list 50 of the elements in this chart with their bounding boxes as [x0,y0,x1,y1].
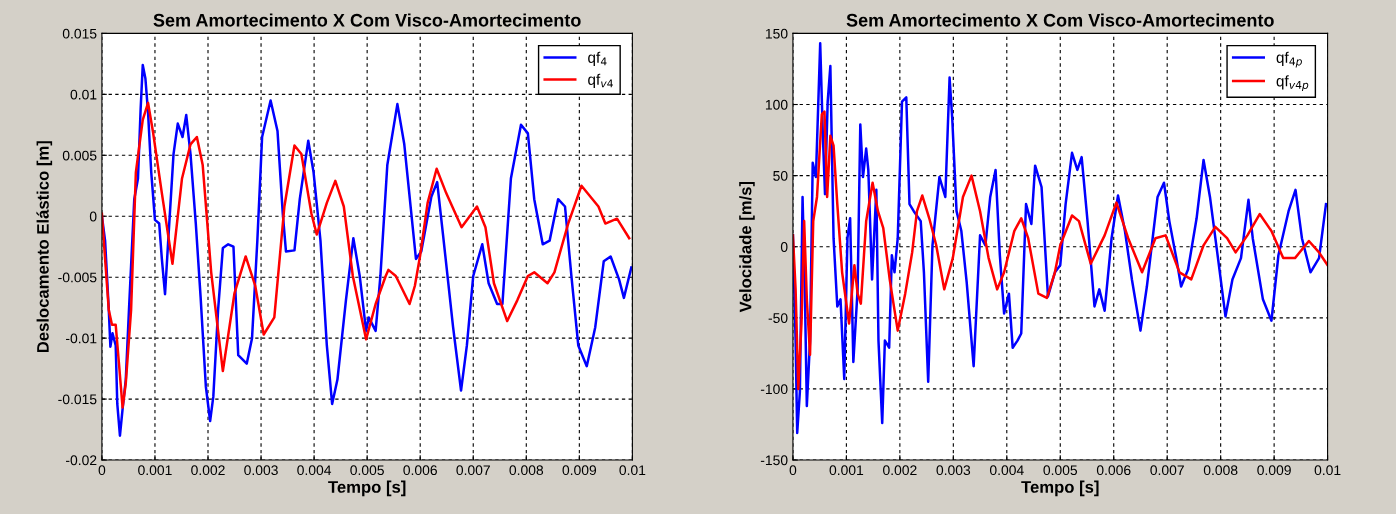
legend-label: qf$_{4p}$ [1276,51,1302,68]
y-tick-label: 0.005 [62,150,97,161]
y-tick-label: 0 [89,211,97,222]
y-tick-label: 0 [780,242,788,252]
chart-title: Sem Amortecimento X Com Visco-Amortecimento [846,13,1274,27]
y-tick-label: -0.02 [66,455,97,466]
x-tick-label: 0.01 [619,465,646,476]
line-series [792,42,1328,435]
x-tick-label: 0.009 [1257,465,1291,476]
x-tick-label: 0.008 [1203,465,1238,476]
y-tick-label: 0.015 [62,28,97,39]
x-tick-label: 0 [98,465,106,476]
y-tick-label: 150 [765,28,788,39]
x-axis-title: Tempo [s] [328,480,406,497]
x-tick-label: 0.003 [244,465,278,476]
x-tick-label: 0.005 [350,465,384,476]
legend-label: qf$_{4}$ [588,51,607,66]
x-tick-label: 0.002 [191,465,225,476]
y-axis-title: Velocidade [m/s] [739,181,755,313]
x-tick-label: 0.006 [1096,465,1131,476]
y-tick-label: 0.01 [70,89,97,100]
y-tick-label: 100 [765,99,788,110]
y-tick-label: -0.01 [66,333,97,344]
y-tick-label: -0.015 [58,394,97,405]
x-tick-label: 0.004 [297,465,332,476]
x-tick-label: 0.001 [138,465,172,476]
y-tick-label: -0.005 [58,272,97,283]
x-tick-label: 0.009 [562,465,597,476]
chart-title: Sem Amortecimento X Com Visco-Amortecimento [153,13,581,27]
x-tick-label: 0.008 [509,465,544,476]
x-tick-label: 0.005 [1043,465,1078,476]
y-axis-title: Deslocamento Elástico [m] [36,141,53,353]
legend-label: qf$_{v4}$ [588,73,613,88]
x-tick-label: 0.002 [883,465,917,476]
y-tick-label: 50 [773,170,788,181]
x-tick-label: 0.006 [403,465,437,476]
y-tick-label: -150 [760,455,788,466]
x-tick-label: 0.007 [456,465,490,476]
x-tick-label: 0.007 [1150,465,1184,476]
line-series [101,101,631,409]
legend-label: qf$_{v4p}$ [1276,75,1309,92]
x-tick-label: 0 [789,465,797,476]
x-tick-label: 0.001 [829,465,864,476]
x-axis-title: Tempo [s] [1021,480,1099,497]
x-tick-label: 0.004 [989,465,1024,476]
x-tick-label: 0.01 [1314,465,1341,476]
line-series [792,110,1328,391]
x-tick-label: 0.003 [936,465,971,476]
y-tick-label: -100 [760,384,788,395]
y-tick-label: -50 [768,313,788,323]
